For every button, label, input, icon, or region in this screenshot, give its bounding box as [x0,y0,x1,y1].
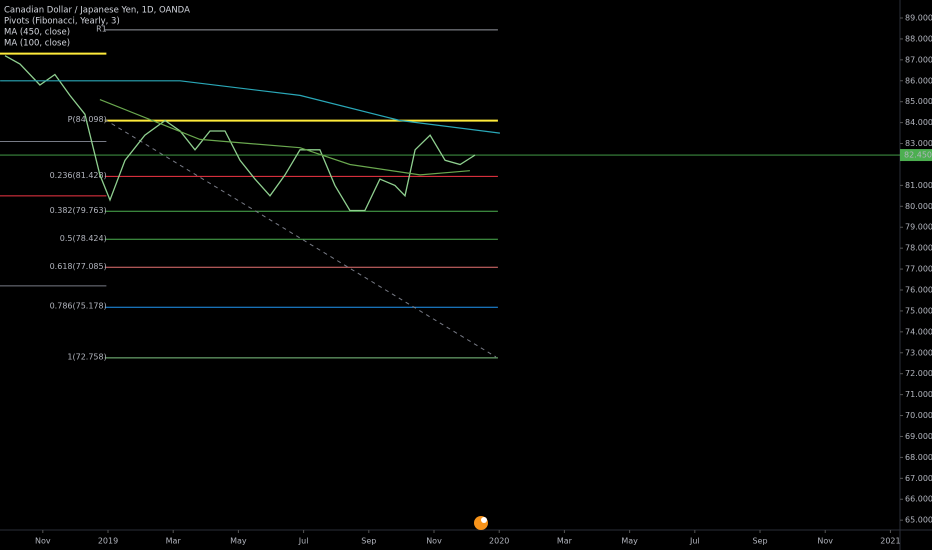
y-tick-label: 75.000 [905,306,932,315]
x-tick-label: Sep [752,537,767,546]
y-tick-label: 70.000 [905,411,932,420]
y-tick-label: 68.000 [905,453,932,462]
current-price-box [900,149,932,162]
y-tick-label: 66.000 [905,495,932,504]
chart-title: Canadian Dollar / Japanese Yen, 1D, OAND… [4,6,190,16]
x-tick-label: May [230,537,247,546]
y-tick-label: 69.000 [905,432,932,441]
x-tick-label: May [621,537,638,546]
x-tick-label: Mar [557,537,573,546]
moving-average [0,80,500,134]
y-tick-label: 88.000 [905,34,932,43]
y-tick-label: 81.000 [905,181,932,190]
y-tick-label: 77.000 [905,265,932,274]
x-tick-label: Mar [166,537,182,546]
level-label: 0.786(75.178) [50,302,107,311]
moving-average [99,99,470,176]
y-tick-label: 65.000 [905,516,932,525]
level-label: 0.5(78.424) [60,234,107,243]
y-tick-label: 83.000 [905,139,932,148]
y-tick-label: 80.000 [905,202,932,211]
x-tick-label: Nov [817,537,833,546]
y-tick-label: 89.000 [905,13,932,22]
y-tick-label: 73.000 [905,348,932,357]
price-line [4,55,476,212]
x-tick-label: Nov [426,537,442,546]
y-tick-label: 76.000 [905,286,932,295]
logo-icon-dot [481,517,487,523]
y-tick-label: 74.000 [905,327,932,336]
y-tick-label: 87.000 [905,55,932,64]
x-tick-label: 2019 [98,537,118,546]
x-tick-label: Jul [298,537,309,546]
y-tick-label: 71.000 [905,390,932,399]
y-tick-label: 85.000 [905,97,932,106]
y-tick-label: 78.000 [905,244,932,253]
x-tick-label: Sep [361,537,376,546]
y-tick-label: 72.000 [905,369,932,378]
legend-entry: MA (450, close) [4,28,70,38]
x-tick-label: Jul [689,537,700,546]
current-price-label: 82.450 [904,151,932,160]
x-tick-label: Nov [35,537,51,546]
legend-entry: MA (100, close) [4,39,70,49]
level-label: 1(72.758) [67,352,106,361]
y-tick-label: 84.000 [905,118,932,127]
x-tick-label: 2020 [489,537,509,546]
level-label: 0.382(79.763) [50,206,107,215]
pivots-legend: Pivots (Fibonacci, Yearly, 3) [4,17,120,27]
level-label: 0.618(77.085) [50,262,107,271]
y-tick-label: 86.000 [905,76,932,85]
level-label: 0.236(81.428) [50,171,107,180]
y-tick-label: 79.000 [905,223,932,232]
level-label: R1 [96,24,107,33]
plot-area: R1 P(84.098) 0.236(81.428) 0.382(79.763) 0.5… [0,24,900,361]
level-label: P(84.098) [68,115,107,124]
y-tick-label: 67.000 [905,474,932,483]
x-tick-label: 2021 [880,537,900,546]
